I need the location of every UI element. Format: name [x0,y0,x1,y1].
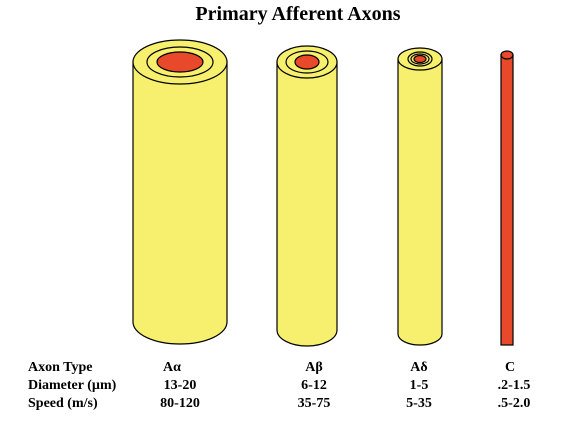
cell: Aα [163,360,181,375]
columns: Aα 13-20 80-120 Aβ 6-12 35-75 Aδ 1-5 5-35 C .2-1.5… [160,360,530,411]
axon-a-alpha [132,39,228,345]
cell: 35-75 [298,396,331,411]
cell: .5-2.0 [498,396,531,411]
cell: C [505,360,515,375]
cell: 6-12 [301,378,327,393]
axon-c [500,50,514,346]
row-label: Axon Type [28,360,92,375]
title: Primary Afferent Axons [195,3,400,25]
cell: 5-35 [406,396,432,411]
row-label: Diameter (µm) [28,378,117,393]
cell: 1-5 [410,378,429,393]
cell: 13-20 [164,378,197,393]
cell: Aδ [410,360,427,375]
axon-a-delta [397,47,443,346]
row-label: Speed (m/s) [28,396,98,411]
cell: 80-120 [160,396,200,411]
axon-a-beta [276,45,338,347]
cell: Aβ [305,360,323,375]
cell: .2-1.5 [498,378,531,393]
